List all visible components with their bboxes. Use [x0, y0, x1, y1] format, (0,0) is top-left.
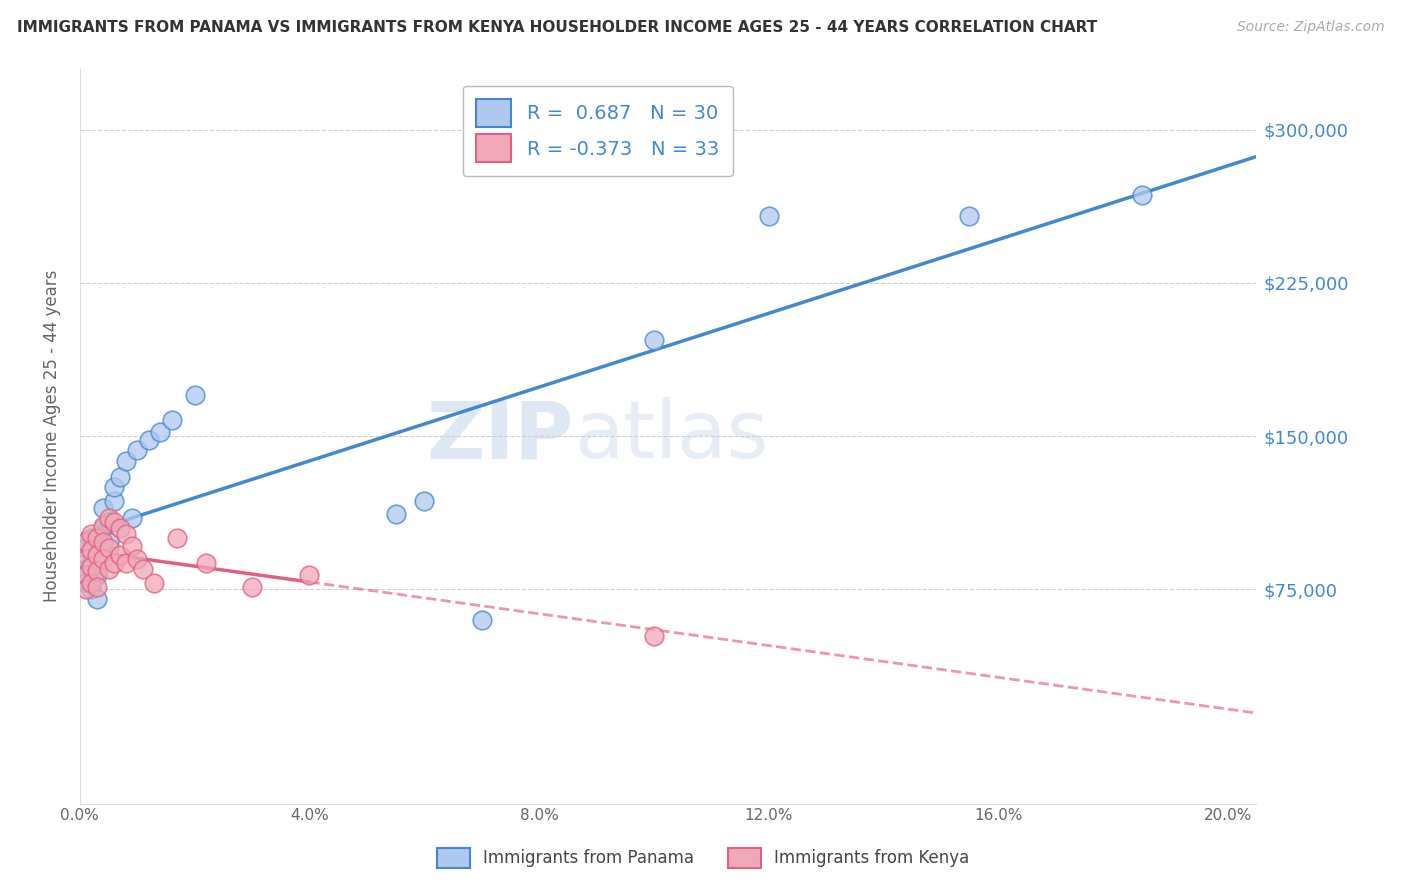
- Point: [97, 515, 120, 529]
- Point: [183, 388, 205, 402]
- Point: [149, 425, 172, 439]
- Point: [91, 500, 114, 515]
- Point: [75, 535, 97, 549]
- Point: [75, 576, 97, 591]
- Point: [957, 209, 980, 223]
- Point: [108, 470, 131, 484]
- Point: [384, 507, 406, 521]
- Text: IMMIGRANTS FROM PANAMA VS IMMIGRANTS FROM KENYA HOUSEHOLDER INCOME AGES 25 - 44 : IMMIGRANTS FROM PANAMA VS IMMIGRANTS FRO…: [17, 20, 1097, 35]
- Text: Source: ZipAtlas.com: Source: ZipAtlas.com: [1237, 20, 1385, 34]
- Point: [97, 562, 120, 576]
- Point: [127, 443, 149, 458]
- Point: [758, 209, 780, 223]
- Point: [127, 551, 149, 566]
- Point: [80, 556, 103, 570]
- Point: [103, 494, 125, 508]
- Point: [240, 580, 263, 594]
- Point: [86, 548, 108, 562]
- Point: [166, 531, 188, 545]
- Point: [91, 535, 114, 549]
- Point: [91, 519, 114, 533]
- Point: [160, 413, 183, 427]
- Point: [103, 556, 125, 570]
- Point: [86, 592, 108, 607]
- Legend: R =  0.687   N = 30, R = -0.373   N = 33: R = 0.687 N = 30, R = -0.373 N = 33: [463, 86, 733, 176]
- Point: [80, 582, 103, 597]
- Point: [80, 531, 103, 545]
- Point: [75, 562, 97, 576]
- Point: [97, 510, 120, 524]
- Point: [108, 548, 131, 562]
- Legend: Immigrants from Panama, Immigrants from Kenya: Immigrants from Panama, Immigrants from …: [430, 841, 976, 875]
- Point: [298, 568, 321, 582]
- Point: [103, 515, 125, 529]
- Point: [114, 527, 136, 541]
- Point: [91, 521, 114, 535]
- Point: [471, 613, 494, 627]
- Point: [103, 480, 125, 494]
- Point: [75, 582, 97, 597]
- Point: [97, 541, 120, 556]
- Point: [195, 556, 218, 570]
- Y-axis label: Householder Income Ages 25 - 44 years: Householder Income Ages 25 - 44 years: [44, 270, 60, 602]
- Point: [80, 543, 103, 558]
- Point: [138, 433, 160, 447]
- Point: [114, 453, 136, 467]
- Point: [86, 531, 108, 545]
- Text: atlas: atlas: [574, 397, 768, 475]
- Point: [86, 580, 108, 594]
- Point: [80, 559, 103, 574]
- Point: [121, 510, 143, 524]
- Text: ZIP: ZIP: [427, 397, 574, 475]
- Point: [86, 564, 108, 578]
- Point: [108, 521, 131, 535]
- Point: [114, 556, 136, 570]
- Point: [75, 541, 97, 556]
- Point: [132, 562, 155, 576]
- Point: [86, 548, 108, 562]
- Point: [80, 527, 103, 541]
- Point: [86, 568, 108, 582]
- Point: [643, 333, 665, 347]
- Point: [75, 568, 97, 582]
- Point: [121, 539, 143, 553]
- Point: [643, 629, 665, 643]
- Point: [1130, 188, 1153, 202]
- Point: [80, 576, 103, 591]
- Point: [91, 551, 114, 566]
- Point: [413, 494, 436, 508]
- Point: [143, 576, 166, 591]
- Point: [97, 535, 120, 549]
- Point: [75, 551, 97, 566]
